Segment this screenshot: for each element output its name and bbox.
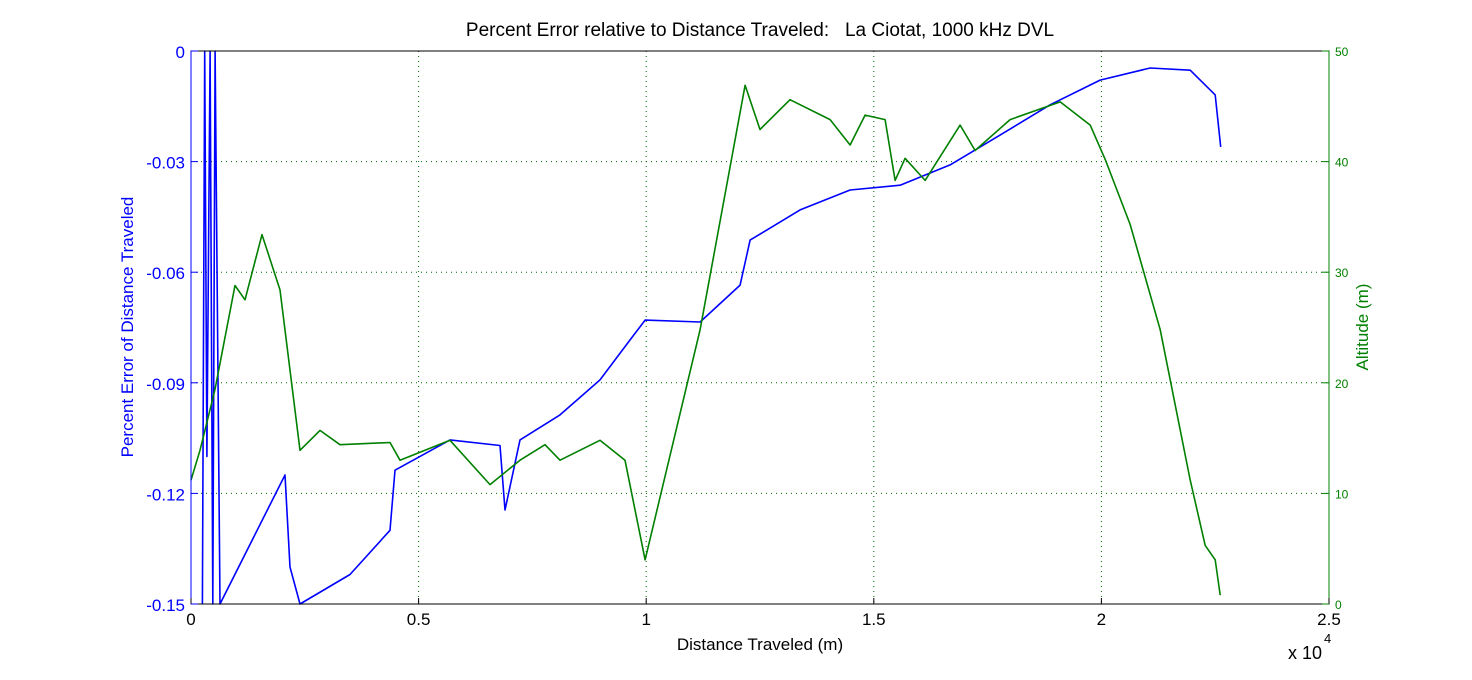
y-left-tick-label: -0.03 xyxy=(146,154,185,173)
y-left-tick-label: -0.12 xyxy=(146,485,185,504)
y-left-tick-label: -0.06 xyxy=(146,264,185,283)
x-tick-label: 1 xyxy=(641,610,650,629)
x-multiplier: x 10 xyxy=(1288,643,1322,663)
tick-labels: 0 0.5 1 1.5 2 2.50-0.03-0.06-0.09-0.12-0.1550… xyxy=(146,43,1348,629)
x-tick-label: 1.5 xyxy=(862,610,886,629)
x-multiplier-exponent: 4 xyxy=(1324,631,1331,646)
altitude-line xyxy=(190,84,1221,596)
y-left-axis-label: Percent Error of Distance Traveled xyxy=(118,197,137,458)
x-tick-label: 0 xyxy=(186,610,195,629)
y-right-tick-label: 20 xyxy=(1335,377,1349,391)
x-tick-label: 0.5 xyxy=(407,610,431,629)
series-layer xyxy=(190,50,1222,605)
grid xyxy=(191,51,1329,604)
y-right-axis-label: Altitude (m) xyxy=(1353,284,1372,371)
plot-frame xyxy=(190,50,1330,605)
chart-title: Percent Error relative to Distance Trave… xyxy=(466,20,1054,41)
y-left-tick-label: -0.15 xyxy=(146,596,185,615)
x-axis-label: Distance Traveled (m) xyxy=(677,635,843,654)
y-right-tick-label: 30 xyxy=(1335,266,1349,280)
y-right-tick-label: 50 xyxy=(1335,45,1349,59)
y-left-tick-label: 0 xyxy=(176,43,185,62)
y-left-tick-label: -0.09 xyxy=(146,375,185,394)
x-tick-label: 2.5 xyxy=(1317,610,1341,629)
percent-error-line xyxy=(201,50,1222,605)
y-right-tick-label: 0 xyxy=(1335,598,1342,612)
x-tick-label: 2 xyxy=(1097,610,1106,629)
y-right-tick-label: 10 xyxy=(1335,487,1349,501)
y-right-tick-label: 40 xyxy=(1335,156,1349,170)
